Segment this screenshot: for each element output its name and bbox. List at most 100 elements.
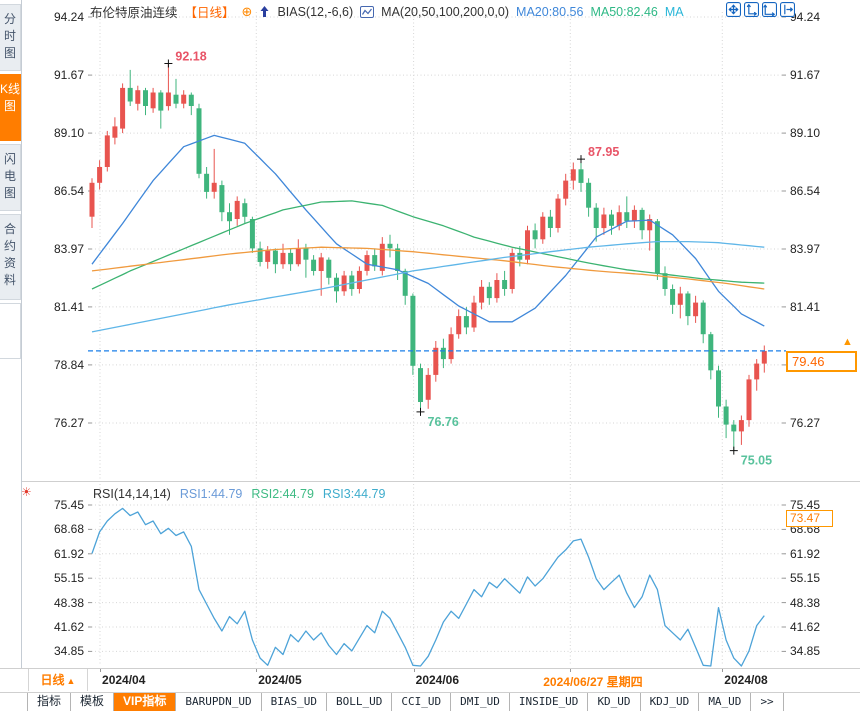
rsi-y-axis-label: 41.62 (53, 619, 84, 634)
sidebar-tab-3[interactable]: 闪电图 (0, 144, 21, 211)
toolbar-divider (0, 692, 860, 693)
ma100-line (91, 246, 765, 290)
candle-body (234, 200, 240, 219)
toolbar-item-4[interactable]: BARUPDN_UD (176, 693, 262, 711)
candle-body (372, 255, 378, 267)
x-axis-tick (256, 668, 257, 672)
chart-corner-toolbar (726, 2, 795, 17)
candle-body (280, 252, 286, 265)
candle-body (341, 275, 347, 292)
legend-text: BIAS(12,-6,6) (277, 4, 354, 19)
toolbar-item-1[interactable]: 指标 (28, 693, 72, 711)
toolbar-item-12[interactable]: MA_UD (699, 693, 752, 711)
candle-body (150, 92, 156, 109)
scale-x-axis-icon[interactable] (762, 2, 777, 17)
rsi-y-axis-label: 34.85 (53, 644, 84, 659)
candle-body (349, 275, 355, 290)
ma200-line (91, 240, 765, 333)
candle-body (272, 250, 278, 265)
toolbar-item-8[interactable]: DMI_UD (451, 693, 510, 711)
candle-body (334, 277, 339, 292)
candle-body (395, 248, 401, 271)
main-y-axis-label: 83.97 (790, 242, 821, 257)
candle-body (479, 286, 485, 303)
rsi-y-axis-label: 48.38 (53, 595, 84, 610)
candle-body (127, 87, 133, 102)
candle-body (716, 370, 721, 407)
candle-body (158, 92, 164, 111)
x-axis-label: 2024/08 (724, 673, 768, 687)
main-y-axis-label: 76.27 (790, 416, 821, 430)
extreme-cross-marker (164, 59, 173, 68)
rsi-y-axis-label: 75.45 (790, 498, 821, 512)
rsi-legend-text: RSI3:44.79 (322, 487, 386, 501)
candle-body (311, 259, 317, 271)
main-y-axis-label: 86.54 (790, 183, 821, 198)
axis-divider (0, 668, 860, 669)
candle-body (112, 126, 118, 138)
candle-body (593, 207, 599, 228)
toolbar-item-10[interactable]: KD_UD (588, 693, 641, 711)
sidebar-tab-1[interactable]: 分时图 (0, 4, 21, 71)
shift-right-icon[interactable] (780, 2, 795, 17)
candle-body (509, 252, 515, 289)
indicator-settings-icon[interactable]: ☀ (21, 485, 32, 499)
rsi-y-axis-label: 41.62 (790, 619, 821, 634)
candle-body (120, 87, 126, 129)
rsi-y-axis-label: 61.92 (790, 546, 821, 561)
candle-body (662, 273, 668, 289)
candle-body (165, 92, 171, 107)
ma50-line (91, 200, 765, 290)
extreme-cross-marker (577, 155, 585, 164)
rsi-y-axis-label: 48.38 (790, 595, 821, 610)
candle-body (265, 250, 271, 262)
candle-body (563, 180, 569, 199)
sidebar-tab-4[interactable]: 合约资料 (0, 214, 21, 300)
candle-body (601, 214, 607, 229)
rsi-legend-text: RSI2:44.79 (251, 487, 314, 501)
candle-body (670, 289, 676, 305)
pan-icon[interactable] (726, 2, 741, 17)
scale-y-axis-icon[interactable] (744, 2, 759, 17)
sidebar-empty-slot (0, 303, 21, 359)
toolbar-item-11[interactable]: KDJ_UD (641, 693, 700, 711)
main-chart-legend: 布伦特原油连续 【日线】 ⊕ BIAS(12,-6,6) MA(20,50,100,20… (90, 2, 684, 21)
period-selector[interactable]: 日线 ▲ (28, 669, 88, 691)
candle-body (486, 286, 492, 299)
toolbar-item-6[interactable]: BOLL_UD (327, 693, 393, 711)
sidebar-tab-2[interactable]: K线图 (0, 74, 21, 141)
toolbar-item-7[interactable]: CCI_UD (392, 693, 452, 711)
toolbar-item-9[interactable]: INSIDE_UD (510, 693, 589, 711)
candle-body (723, 406, 729, 425)
candle-body (532, 230, 538, 240)
toolbar-item-3[interactable]: VIP指标 (114, 693, 177, 711)
candle-body (326, 259, 332, 278)
candle-body (318, 257, 324, 271)
main-candlestick-chart[interactable]: 92.18 87.95 76.76 75.05 (88, 0, 786, 482)
candle-body (502, 280, 508, 289)
rsi-indicator-chart[interactable] (88, 482, 786, 668)
candle-body (303, 248, 309, 260)
candle-body (456, 316, 462, 335)
candle-body (586, 182, 592, 208)
candle-body (677, 293, 683, 305)
candle-body (654, 221, 660, 274)
candle-body (188, 94, 194, 106)
candle-body (135, 90, 141, 104)
legend-text: 布伦特原油连续 (90, 6, 178, 20)
toolbar-item-13[interactable]: >> (751, 693, 784, 711)
toolbar-item-2[interactable]: 模板 (71, 693, 115, 711)
legend-text: MA50:82.46 (590, 4, 658, 19)
rsi-legend-text: RSI(14,14,14) (93, 487, 171, 501)
candle-body (624, 212, 630, 222)
candle-body (219, 185, 225, 213)
rsi-line (91, 507, 765, 667)
toolbar-item-5[interactable]: BIAS_UD (262, 693, 327, 711)
last-price-label: 79.46 (786, 351, 857, 372)
signal-arrow-icon (259, 5, 270, 18)
rsi-level-label: 73.47 (786, 510, 833, 527)
panel-divider (22, 481, 860, 482)
candle-body (418, 368, 423, 402)
main-y-axis-label: 91.67 (790, 68, 821, 83)
x-axis-label: 2024/04 (102, 673, 146, 687)
